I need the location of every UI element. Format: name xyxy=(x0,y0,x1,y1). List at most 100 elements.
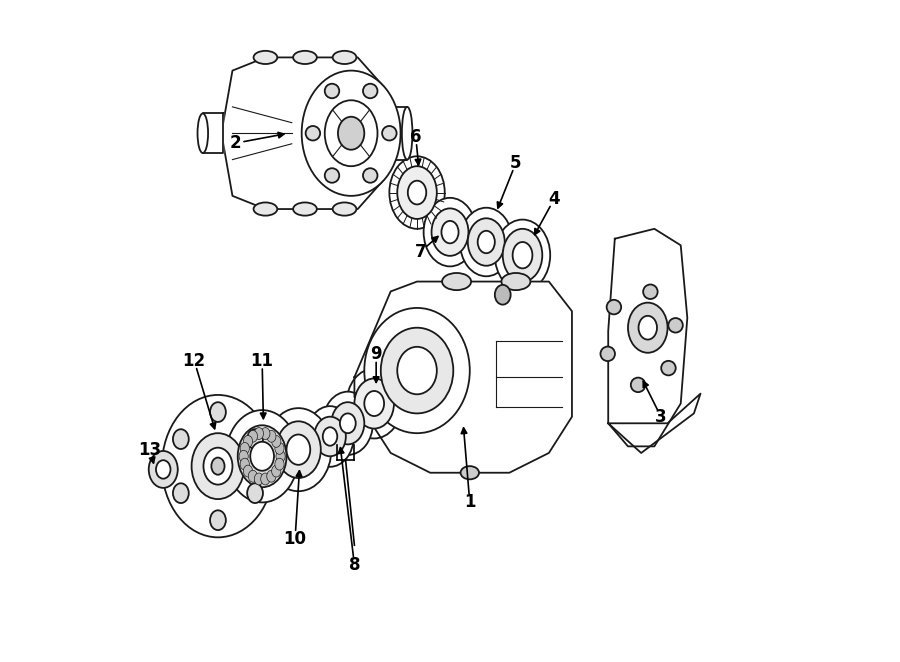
Text: 13: 13 xyxy=(139,441,162,459)
Ellipse shape xyxy=(173,483,189,503)
Text: 5: 5 xyxy=(510,154,522,172)
Ellipse shape xyxy=(363,83,377,98)
Ellipse shape xyxy=(314,416,346,456)
Ellipse shape xyxy=(197,113,208,153)
Ellipse shape xyxy=(286,434,310,465)
Polygon shape xyxy=(355,281,572,473)
Text: 10: 10 xyxy=(284,530,307,547)
Ellipse shape xyxy=(274,442,284,454)
Ellipse shape xyxy=(495,285,510,305)
Ellipse shape xyxy=(276,421,320,478)
Ellipse shape xyxy=(397,166,436,219)
Ellipse shape xyxy=(513,242,533,268)
Ellipse shape xyxy=(381,328,454,413)
Ellipse shape xyxy=(266,430,276,442)
Ellipse shape xyxy=(240,442,249,454)
Text: 1: 1 xyxy=(464,493,475,512)
Ellipse shape xyxy=(238,425,286,487)
Ellipse shape xyxy=(325,83,339,98)
Ellipse shape xyxy=(293,51,317,64)
Text: 6: 6 xyxy=(410,128,421,146)
Polygon shape xyxy=(384,107,407,160)
Ellipse shape xyxy=(148,451,177,488)
Text: 4: 4 xyxy=(548,190,560,208)
Ellipse shape xyxy=(382,126,397,140)
Ellipse shape xyxy=(266,470,276,482)
Text: 7: 7 xyxy=(415,243,426,261)
Ellipse shape xyxy=(276,450,285,462)
Ellipse shape xyxy=(638,316,657,340)
Text: 9: 9 xyxy=(371,345,382,363)
Ellipse shape xyxy=(501,273,530,290)
Ellipse shape xyxy=(495,220,550,291)
Ellipse shape xyxy=(226,410,299,502)
Ellipse shape xyxy=(243,465,253,477)
Ellipse shape xyxy=(363,168,377,183)
Ellipse shape xyxy=(272,465,281,477)
Ellipse shape xyxy=(333,51,356,64)
Ellipse shape xyxy=(424,198,476,266)
Text: 12: 12 xyxy=(183,352,206,369)
Ellipse shape xyxy=(333,203,356,216)
Ellipse shape xyxy=(261,428,270,440)
Text: 2: 2 xyxy=(230,134,241,152)
Ellipse shape xyxy=(192,433,244,499)
Ellipse shape xyxy=(239,450,248,462)
Ellipse shape xyxy=(212,457,224,475)
Ellipse shape xyxy=(461,466,479,479)
Ellipse shape xyxy=(323,427,338,446)
Ellipse shape xyxy=(210,402,226,422)
Ellipse shape xyxy=(261,473,270,485)
Ellipse shape xyxy=(669,318,683,332)
Ellipse shape xyxy=(266,408,331,491)
Ellipse shape xyxy=(240,458,249,470)
Ellipse shape xyxy=(662,361,676,375)
Ellipse shape xyxy=(628,303,668,353)
Ellipse shape xyxy=(293,203,317,216)
Ellipse shape xyxy=(631,377,645,392)
Ellipse shape xyxy=(323,392,373,455)
Ellipse shape xyxy=(274,458,284,470)
Ellipse shape xyxy=(338,117,364,150)
Ellipse shape xyxy=(248,470,257,482)
Ellipse shape xyxy=(248,430,257,442)
Ellipse shape xyxy=(364,391,384,416)
Ellipse shape xyxy=(210,510,226,530)
Ellipse shape xyxy=(302,71,400,196)
Ellipse shape xyxy=(340,413,356,433)
Ellipse shape xyxy=(397,347,436,395)
Ellipse shape xyxy=(346,369,402,438)
Ellipse shape xyxy=(364,308,470,433)
Ellipse shape xyxy=(355,379,394,428)
Ellipse shape xyxy=(203,448,232,485)
Ellipse shape xyxy=(255,428,264,440)
Ellipse shape xyxy=(607,300,621,314)
Ellipse shape xyxy=(248,483,263,503)
Ellipse shape xyxy=(162,395,274,538)
Ellipse shape xyxy=(306,126,320,140)
Ellipse shape xyxy=(248,429,263,449)
Ellipse shape xyxy=(255,473,264,485)
Ellipse shape xyxy=(503,229,543,281)
Ellipse shape xyxy=(441,221,459,244)
Ellipse shape xyxy=(468,218,505,265)
Ellipse shape xyxy=(272,436,281,448)
Ellipse shape xyxy=(254,51,277,64)
Text: 3: 3 xyxy=(655,408,667,426)
Ellipse shape xyxy=(478,231,495,253)
Text: 8: 8 xyxy=(348,556,360,574)
Ellipse shape xyxy=(250,442,274,471)
Ellipse shape xyxy=(390,156,445,229)
Ellipse shape xyxy=(460,208,513,276)
Ellipse shape xyxy=(156,460,170,479)
Polygon shape xyxy=(608,229,688,446)
Ellipse shape xyxy=(173,429,189,449)
Ellipse shape xyxy=(325,168,339,183)
Ellipse shape xyxy=(600,347,615,361)
Ellipse shape xyxy=(331,402,364,444)
Ellipse shape xyxy=(254,203,277,216)
Ellipse shape xyxy=(402,107,412,160)
Polygon shape xyxy=(202,113,222,153)
Polygon shape xyxy=(222,58,384,209)
Text: 11: 11 xyxy=(250,352,274,369)
